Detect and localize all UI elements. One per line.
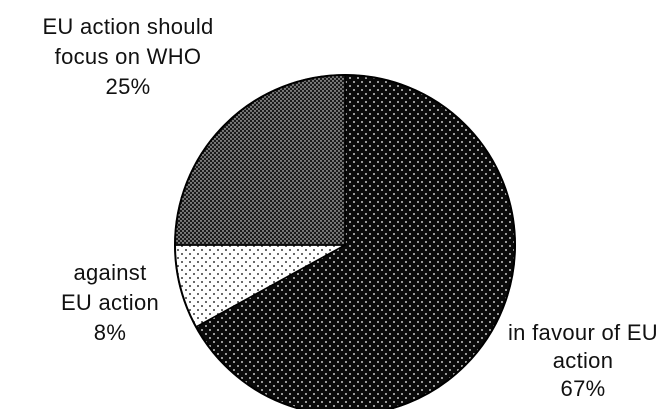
pie-slice-2 [174,74,346,246]
slice-label-0-line-1: action [553,348,614,373]
slice-label-1-line-0: against [73,260,146,285]
slice-label-0-line-0: in favour of EU [508,320,658,345]
slice-label-2-line-0: EU action should [42,14,213,39]
pie-labels: in favour of EU action 67% against EU action… [42,14,658,401]
slice-label-1-line-1: EU action [61,290,159,315]
slice-percent-label-1: 8% [94,320,126,345]
pie-slices [174,74,516,409]
slice-label-2-line-1: focus on WHO [55,44,202,69]
slice-percent-label-0: 67% [561,376,606,401]
slice-percent-label-2: 25% [106,74,151,99]
pie-outline [174,74,516,409]
